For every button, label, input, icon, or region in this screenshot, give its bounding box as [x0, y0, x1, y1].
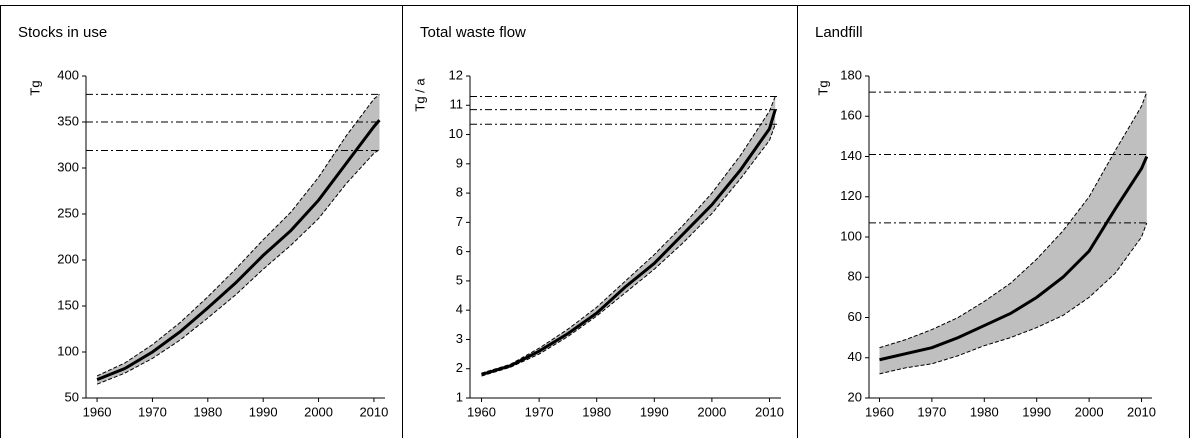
uncertainty-band: [879, 92, 1147, 374]
mean-line: [481, 109, 777, 377]
y-tick-label: 150: [57, 297, 79, 312]
y-tick-label: 1: [456, 389, 463, 404]
x-tick-label: 1960: [467, 404, 496, 419]
bound-line: [96, 94, 380, 377]
y-tick-label: 11: [450, 97, 464, 112]
x-tick-label: 2000: [1075, 404, 1104, 419]
y-tick-label: 7: [456, 214, 463, 229]
y-tick-label: 350: [57, 113, 79, 128]
mean-line: [879, 155, 1149, 362]
y-tick-label: 9: [456, 155, 463, 170]
x-tick-label: 1970: [917, 404, 946, 419]
x-tick-label: 1970: [138, 404, 167, 419]
bound-line: [481, 96, 776, 374]
panel-title: Stocks in use: [18, 24, 107, 41]
y-tick-label: 3: [456, 331, 463, 346]
y-tick-label: 6: [456, 243, 463, 258]
y-tick-label: 60: [848, 309, 862, 324]
y-tick-label: 300: [57, 159, 79, 174]
y-tick-label: 8: [456, 185, 463, 200]
y-tick-label: 100: [57, 343, 79, 358]
x-tick-label: 2010: [359, 404, 388, 419]
y-tick-label: 400: [57, 67, 79, 82]
y-tick-label: 4: [456, 302, 463, 317]
bound-line: [481, 124, 776, 377]
y-tick-label: 180: [840, 67, 862, 82]
panel-title: Total waste flow: [420, 24, 526, 41]
x-tick-label: 1990: [1022, 404, 1051, 419]
y-tick-label: 5: [456, 272, 463, 287]
bound-line: [96, 149, 380, 385]
y-tick-label: 200: [57, 251, 79, 266]
y-axis-label: Tg / a: [412, 78, 427, 112]
y-tick-label: 50: [65, 389, 79, 404]
x-tick-label: 2000: [304, 404, 333, 419]
y-tick-label: 80: [848, 269, 862, 284]
uncertainty-band: [97, 94, 380, 385]
uncertainty-band: [481, 96, 776, 377]
y-tick-label: 140: [840, 148, 862, 163]
y-tick-label: 100: [840, 228, 862, 243]
x-tick-label: 1980: [970, 404, 999, 419]
y-tick-label: 160: [840, 108, 862, 123]
y-tick-label: 12: [449, 67, 463, 82]
x-tick-label: 1980: [582, 404, 611, 419]
y-tick-label: 2: [456, 360, 463, 375]
y-tick-label: 40: [848, 349, 862, 364]
x-tick-label: 1960: [865, 404, 894, 419]
panel-title: Landfill: [815, 24, 863, 41]
y-axis-label: Tg: [27, 80, 42, 95]
y-tick-label: 20: [848, 389, 862, 404]
x-tick-label: 2010: [1127, 404, 1156, 419]
x-tick-label: 1990: [640, 404, 669, 419]
x-tick-label: 1970: [525, 404, 554, 419]
x-tick-label: 2010: [755, 404, 784, 419]
y-tick-label: 120: [840, 188, 862, 203]
y-axis-label: Tg: [815, 80, 830, 95]
mean-line: [96, 119, 381, 381]
x-tick-label: 1990: [249, 404, 278, 419]
frame: [0, 5, 1190, 439]
x-tick-label: 1980: [193, 404, 222, 419]
x-tick-label: 2000: [697, 404, 726, 419]
y-tick-label: 250: [57, 205, 79, 220]
bound-line: [879, 222, 1148, 375]
y-tick-label: 10: [449, 126, 463, 141]
x-tick-label: 1960: [83, 404, 112, 419]
bound-line: [879, 91, 1148, 349]
